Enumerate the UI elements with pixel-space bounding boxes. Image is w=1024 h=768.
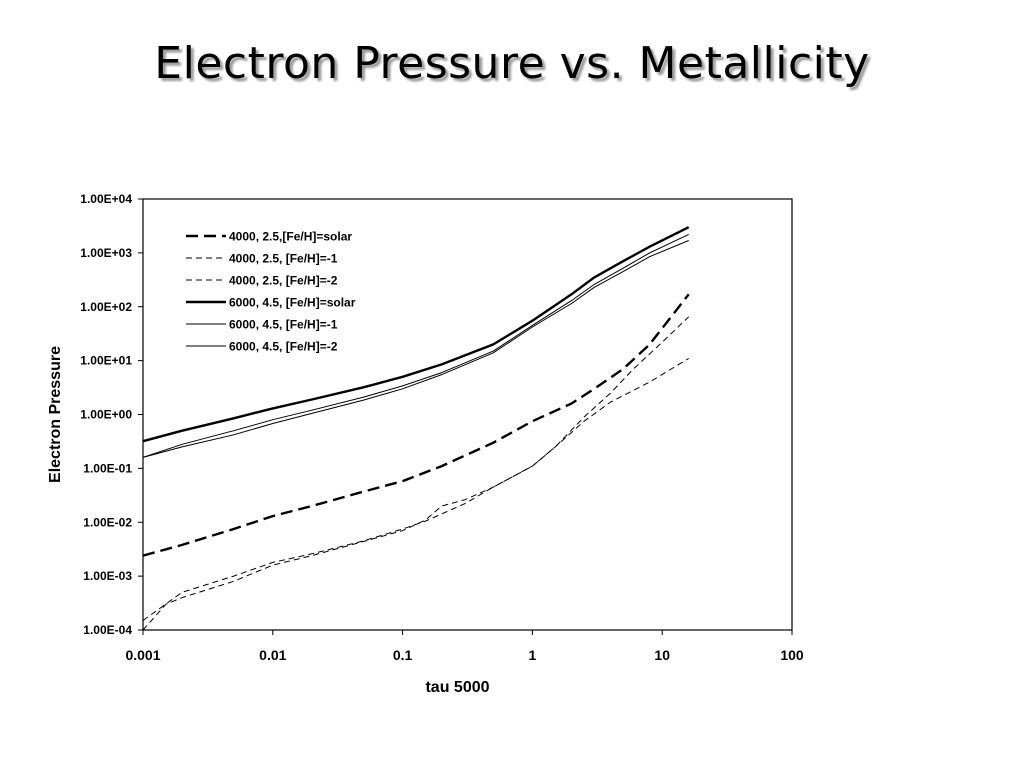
y-tick-label: 1.00E-03 — [83, 569, 132, 583]
y-tick-label: 1.00E-04 — [83, 623, 132, 637]
legend-label-2: 4000, 2.5, [Fe/H]=-1 — [229, 252, 338, 266]
y-tick-label: 1.00E+01 — [80, 354, 132, 368]
x-tick-label: 1 — [529, 647, 537, 663]
y-tick-label: 1.00E+00 — [80, 408, 132, 422]
y-tick-label: 1.00E+02 — [80, 300, 132, 314]
x-tick-label: 10 — [654, 647, 670, 663]
series-line-4 — [142, 226, 690, 443]
x-axis-title: tau 5000 — [425, 679, 489, 696]
series-line-2 — [142, 316, 690, 631]
y-tick-label: 1.00E-02 — [83, 515, 132, 529]
series-line-5 — [142, 233, 689, 458]
x-tick-label: 0.1 — [393, 647, 413, 663]
legend-label-6: 6000, 4.5, [Fe/H]=-2 — [229, 340, 338, 354]
y-axis-title: Electron Pressure — [47, 346, 64, 483]
series-line-6 — [142, 240, 689, 458]
y-tick-label: 1.00E+03 — [80, 246, 132, 260]
series-line-1 — [142, 293, 690, 557]
x-tick-label: 0.01 — [259, 647, 286, 663]
slide-title: Electron Pressure vs. Metallicity — [154, 38, 870, 89]
legend-label-5: 6000, 4.5, [Fe/H]=-1 — [229, 318, 338, 332]
legend-label-4: 6000, 4.5, [Fe/H]=solar — [229, 296, 356, 310]
x-tick-label: 100 — [780, 647, 804, 663]
y-tick-label: 1.00E+04 — [80, 192, 132, 206]
legend-label-3: 4000, 2.5, [Fe/H]=-2 — [229, 274, 338, 288]
legend-label-1: 4000, 2.5,[Fe/H]=solar — [229, 230, 352, 244]
x-tick-label: 0.001 — [125, 647, 160, 663]
y-tick-label: 1.00E-01 — [83, 461, 132, 475]
series-line-3 — [142, 357, 689, 621]
